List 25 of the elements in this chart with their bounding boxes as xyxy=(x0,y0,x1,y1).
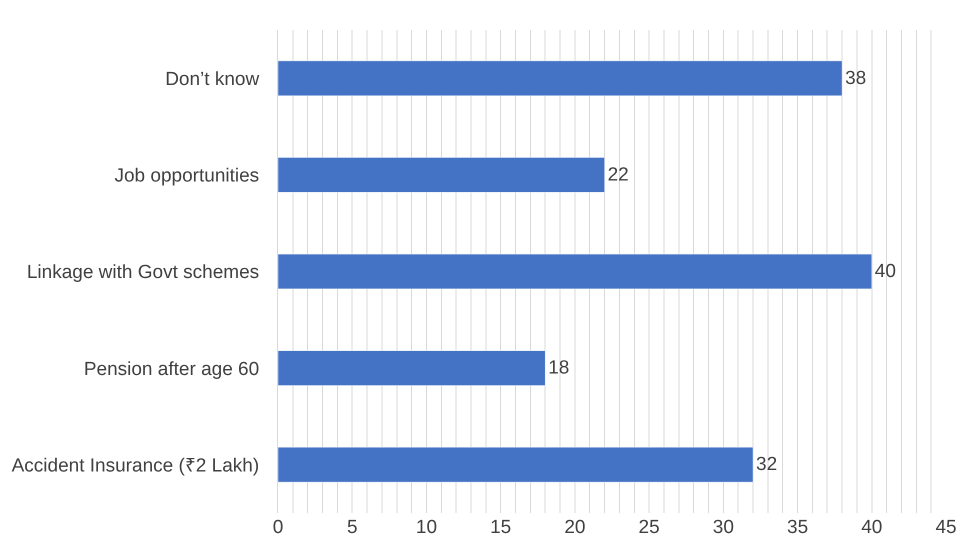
x-tick-label: 15 xyxy=(490,517,512,538)
x-tick-label: 20 xyxy=(564,517,586,538)
bar xyxy=(278,447,754,482)
y-tick-label: Don’t know xyxy=(165,68,260,90)
x-tick-label: 0 xyxy=(272,517,284,538)
bar xyxy=(278,60,842,96)
y-tick-label: Accident Insurance (₹2 Lakh) xyxy=(12,455,260,476)
x-tick-label: 35 xyxy=(786,517,808,538)
data-label: 40 xyxy=(874,261,896,282)
x-tick-label: 45 xyxy=(935,517,957,538)
data-label: 22 xyxy=(608,164,629,186)
y-tick-label: Job opportunities xyxy=(114,166,260,187)
x-tick-label: 25 xyxy=(638,517,660,538)
bar xyxy=(278,350,546,386)
x-tick-label: 40 xyxy=(861,517,882,538)
bar xyxy=(278,157,605,193)
x-tick-label: 10 xyxy=(416,517,438,538)
data-label: 38 xyxy=(845,68,866,89)
y-tick-label: Linkage with Govt schemes xyxy=(26,262,260,284)
y-tick-label: Pension after age 60 xyxy=(84,358,260,380)
data-label: 32 xyxy=(756,454,778,476)
x-tick-label: 30 xyxy=(712,517,734,538)
x-tick-label: 5 xyxy=(346,517,358,538)
data-label: 18 xyxy=(548,358,570,379)
bar xyxy=(278,254,872,290)
